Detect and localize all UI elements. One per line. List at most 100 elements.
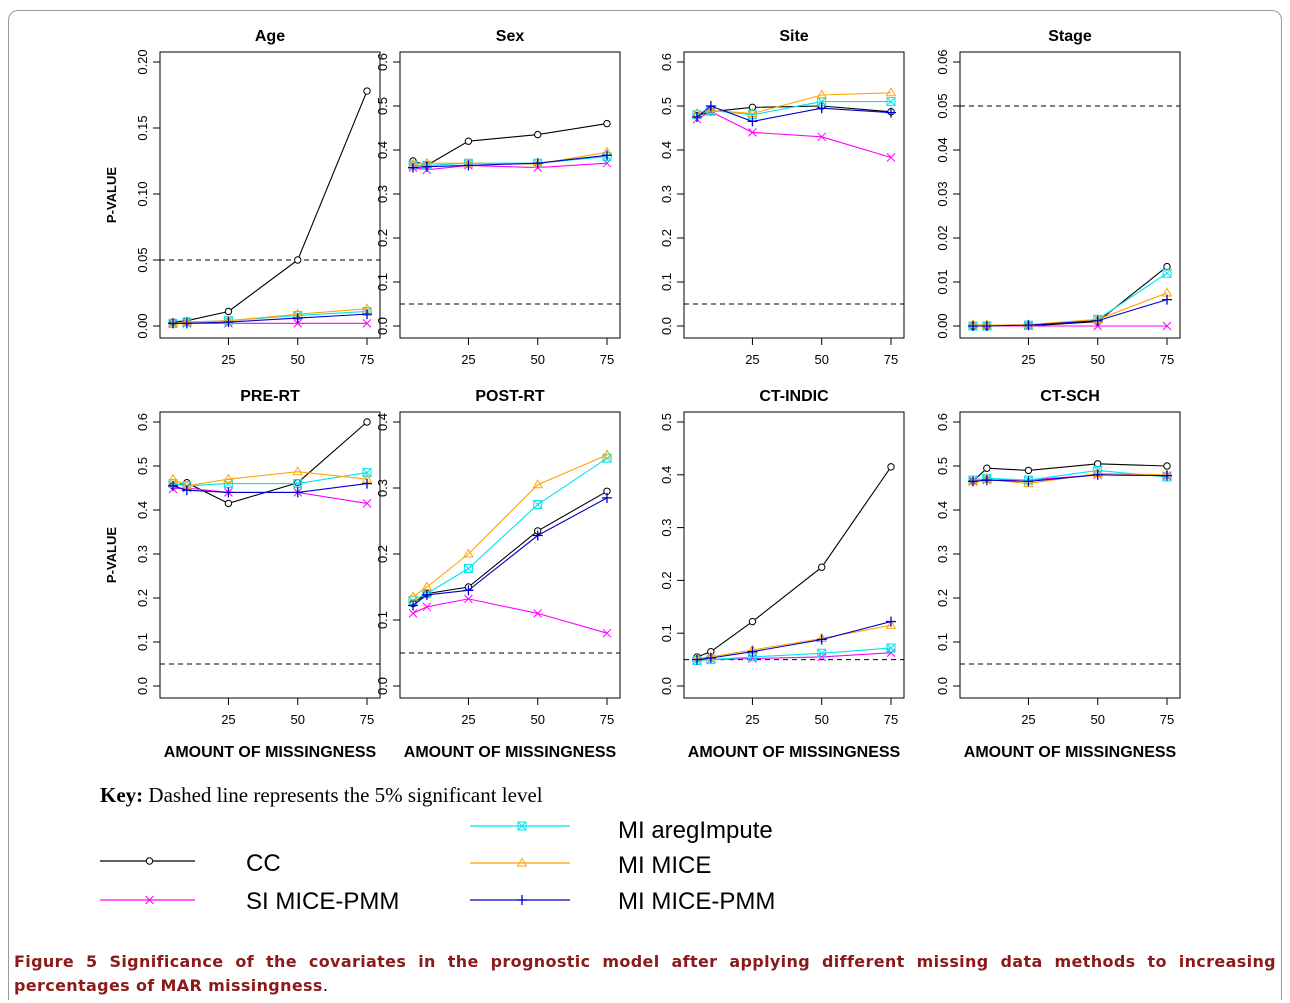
data-point [886, 643, 896, 653]
y-tick-label: 0.4 [935, 501, 950, 519]
data-point [362, 499, 372, 508]
key-text: Dashed line represents the 5% significan… [143, 783, 543, 807]
data-point [602, 492, 612, 503]
y-tick-label: 0.1 [135, 633, 150, 651]
x-tick-label: 25 [1021, 352, 1035, 367]
series-line [973, 272, 1168, 327]
series-line [696, 92, 892, 115]
x-tick-label: 75 [884, 712, 898, 727]
data-point [885, 619, 897, 629]
data-point [816, 634, 827, 645]
panel-post-rt: POST-RT 0.0 0.1 0.2 0.3 0.4 25 50 75 AMOUNT OF MI… [375, 388, 621, 761]
x-tick-label: 50 [814, 352, 828, 367]
y-tick-label: 0.0 [135, 677, 150, 695]
data-point [533, 500, 543, 509]
series-line [972, 292, 1168, 326]
series-line [412, 497, 608, 606]
legend-marker [517, 895, 527, 905]
y-tick-label: 0.3 [659, 185, 674, 203]
data-point [1092, 315, 1103, 326]
y-axis-title: P-VALUE [104, 527, 119, 583]
y-tick-label: 0.6 [375, 53, 390, 71]
data-point [362, 319, 372, 328]
y-tick-label: 0.01 [935, 269, 950, 294]
y-tick-label: 0.4 [659, 466, 674, 484]
data-point [224, 499, 233, 508]
data-point [463, 564, 473, 574]
y-tick-label: 0.2 [659, 229, 674, 247]
data-point [362, 478, 372, 489]
y-tick-label: 0.5 [659, 413, 674, 431]
data-point [463, 585, 474, 596]
data-point [747, 646, 758, 657]
caption-end: . [322, 976, 329, 995]
x-tick-label: 75 [1160, 712, 1174, 727]
panel-site: Site 0.0 0.1 0.2 0.3 0.4 0.5 0.6 25 50 75 [659, 28, 905, 367]
data-point [1162, 268, 1172, 278]
x-tick-label: 75 [360, 712, 374, 727]
panel-title: Age [255, 28, 285, 45]
data-point [601, 449, 613, 459]
y-tick-label: 0.00 [135, 313, 150, 338]
series-line [696, 466, 892, 658]
legend-sample [100, 857, 195, 865]
x-axis-title: AMOUNT OF MISSINGNESS [164, 744, 377, 761]
y-tick-label: 0.4 [659, 141, 674, 159]
data-point [533, 609, 543, 618]
data-point [464, 594, 473, 604]
plot-box [159, 411, 381, 699]
data-point [886, 616, 896, 627]
data-point [602, 628, 612, 638]
legend-label-mi-mice: MI MICE [618, 852, 712, 879]
data-point [692, 654, 702, 665]
series-line [696, 624, 892, 660]
y-tick-label: 0.5 [659, 97, 674, 115]
plot-box [399, 411, 621, 699]
x-tick-label: 25 [461, 712, 475, 727]
data-point [534, 130, 542, 139]
data-point [292, 313, 303, 324]
series-line [412, 490, 608, 604]
data-point [422, 602, 432, 612]
y-tick-label: 0.02 [935, 225, 950, 250]
data-point [293, 479, 303, 489]
data-point [1162, 470, 1172, 481]
legend-label-cc: CC [246, 850, 281, 877]
plot-box [959, 411, 1181, 699]
data-point [224, 307, 233, 316]
caption-title: Figure 5 Significance of the covariates … [14, 952, 1276, 995]
y-tick-label: 0.1 [375, 273, 390, 291]
data-point [363, 87, 371, 95]
data-point [816, 103, 827, 114]
y-tick-label: 0.6 [935, 413, 950, 431]
x-tick-label: 75 [360, 352, 374, 367]
y-tick-label: 0.0 [935, 677, 950, 695]
y-tick-label: 0.2 [659, 571, 674, 589]
data-point [816, 89, 827, 99]
panel-ct-indic: CT-INDIC 0.0 0.1 0.2 0.3 0.4 0.5 25 50 75 AMOUNT O… [659, 388, 905, 761]
x-tick-label: 75 [884, 352, 898, 367]
data-point [408, 609, 418, 618]
data-point [1163, 262, 1171, 271]
data-point [1163, 462, 1171, 470]
data-point [748, 617, 757, 626]
data-point [1094, 460, 1102, 468]
legend-label-si-mice-pmm: SI MICE-PMM [246, 888, 400, 915]
y-tick-label: 0.3 [935, 545, 950, 563]
y-tick-label: 0.1 [935, 633, 950, 651]
series-line [172, 90, 368, 323]
data-point [362, 309, 372, 320]
data-point [407, 591, 419, 601]
data-point [748, 128, 757, 137]
data-point [362, 468, 372, 478]
x-tick-label: 75 [600, 352, 614, 367]
data-point [294, 256, 302, 264]
data-point [464, 137, 473, 145]
x-axis-title: AMOUNT OF MISSINGNESS [404, 744, 617, 761]
series-line [412, 457, 608, 601]
data-point [886, 97, 896, 107]
data-point [968, 321, 978, 331]
legend-sample [100, 895, 195, 905]
data-point [223, 473, 234, 483]
data-point [705, 104, 717, 114]
